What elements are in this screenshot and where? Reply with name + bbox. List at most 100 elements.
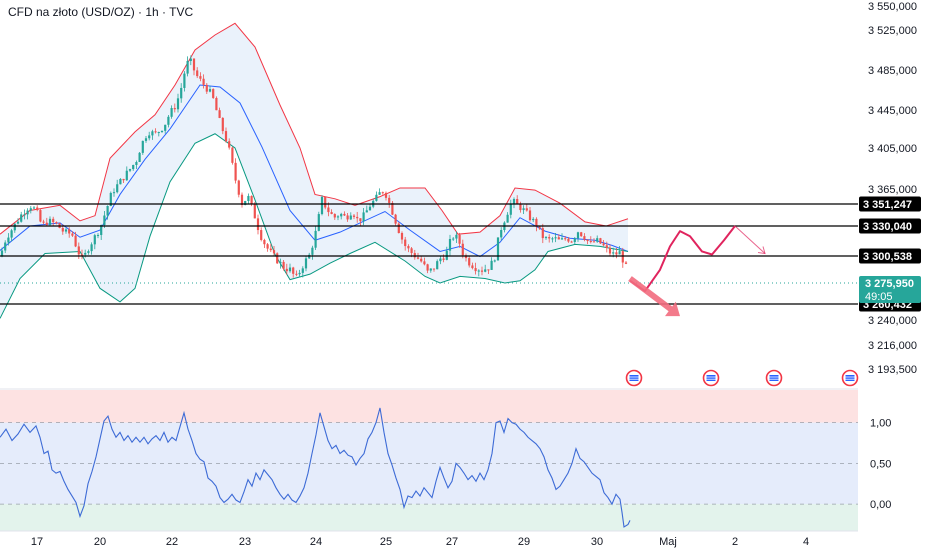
price-axis-tick-label: 3 550,000 (868, 1, 917, 13)
candle-body (548, 237, 551, 239)
candle-body (122, 178, 125, 181)
candle-body (557, 237, 560, 240)
candle-body (471, 265, 474, 269)
projection-branch-line (734, 225, 766, 254)
candle-body (205, 84, 208, 92)
candle-body (624, 262, 628, 264)
candle-body (304, 258, 308, 269)
candle-body (528, 210, 532, 221)
candle-body (39, 210, 42, 222)
candle-body (282, 261, 285, 269)
candle-body (413, 253, 416, 258)
candle-body (196, 70, 199, 77)
oscillator-zones (0, 388, 858, 531)
candle-body (45, 222, 48, 225)
candle-body (260, 230, 263, 240)
bollinger-lower-line (0, 133, 629, 319)
chart-title: CFD na złoto (USD/OZ) · 1h · TVC (8, 5, 194, 19)
oscillator-axis-tick-label: 1,00 (870, 418, 891, 430)
candle-body (532, 218, 535, 221)
candle-body (391, 202, 394, 215)
oscillator-grid (0, 422, 858, 505)
current-price-label: 3 275,950 (865, 278, 914, 290)
candle-body (506, 214, 509, 223)
candle-body (228, 141, 231, 148)
candle-body (269, 248, 272, 251)
candle-body (375, 194, 378, 201)
candle-body (554, 237, 557, 239)
projection-branch-arrowhead (757, 246, 766, 255)
price-level-tag-label: 3 351,247 (863, 199, 912, 211)
candle-body (586, 239, 589, 242)
candle-body (362, 212, 365, 222)
candle-body (128, 169, 132, 171)
event-flag (845, 375, 855, 381)
candle-body (516, 199, 519, 204)
candle-body (324, 196, 327, 208)
candle-body (192, 58, 196, 71)
candle-body (426, 264, 429, 271)
bollinger-upper-line (0, 22, 629, 235)
candle-body (519, 203, 522, 211)
price-axis: 3 550,000 3 525,000 3 485,000 3 445,000 3 40… (859, 1, 921, 376)
candle-body (144, 138, 148, 141)
price-level-tag (859, 248, 921, 264)
candle-body (106, 206, 109, 216)
calendar-event-icon (625, 369, 643, 387)
candle-body (340, 213, 343, 217)
candle-body (16, 221, 20, 224)
candle-body (608, 247, 612, 254)
candle-body (148, 135, 151, 139)
candle-body (436, 261, 439, 270)
candle-body (330, 212, 333, 215)
candle-body (135, 162, 138, 165)
candle-body (112, 192, 116, 194)
candle-body (301, 268, 304, 273)
candle-body (292, 267, 295, 274)
candle-body (212, 89, 215, 98)
candle-body (288, 267, 292, 272)
candle-body (404, 239, 407, 247)
candle-body (407, 246, 410, 249)
candle-body (512, 199, 516, 204)
candle-body (356, 216, 359, 219)
time-axis-tick-label: 23 (239, 536, 251, 548)
candle-body (564, 238, 567, 240)
candle-body (576, 232, 580, 239)
candlesticks (0, 55, 628, 278)
candle-body (141, 140, 144, 153)
candle-body (573, 238, 576, 242)
calendar-event-icon (765, 369, 783, 387)
candle-body (336, 216, 340, 218)
candle-body (346, 215, 349, 220)
candle-body (599, 238, 602, 244)
price-level-tag (859, 218, 921, 234)
candle-body (522, 208, 525, 211)
candle-body (352, 215, 356, 217)
price-level-tag-label: 3 300,538 (863, 251, 912, 263)
bar-countdown-label: 49:05 (865, 291, 893, 303)
candle-body (445, 250, 448, 260)
candle-body (231, 147, 234, 163)
candle-body (151, 131, 154, 136)
candle-body (464, 255, 468, 259)
candle-body (55, 222, 58, 224)
candle-body (461, 243, 464, 256)
bollinger-lines (0, 22, 629, 319)
candle-body (621, 251, 624, 263)
event-flag (629, 375, 639, 381)
candle-body (84, 252, 87, 255)
time-axis-tick-label: 27 (446, 536, 458, 548)
candle-body (68, 229, 71, 234)
candle-body (295, 273, 298, 275)
candle-body (237, 180, 240, 195)
candle-body (487, 269, 490, 271)
candle-body (455, 234, 458, 239)
candle-body (80, 254, 84, 256)
oscillator-axis-tick-label: 0,00 (870, 499, 891, 511)
candle-body (298, 272, 301, 275)
candle-body (71, 233, 74, 236)
candle-body (442, 258, 445, 260)
price-axis-tick-label: 3 405,000 (868, 143, 917, 155)
